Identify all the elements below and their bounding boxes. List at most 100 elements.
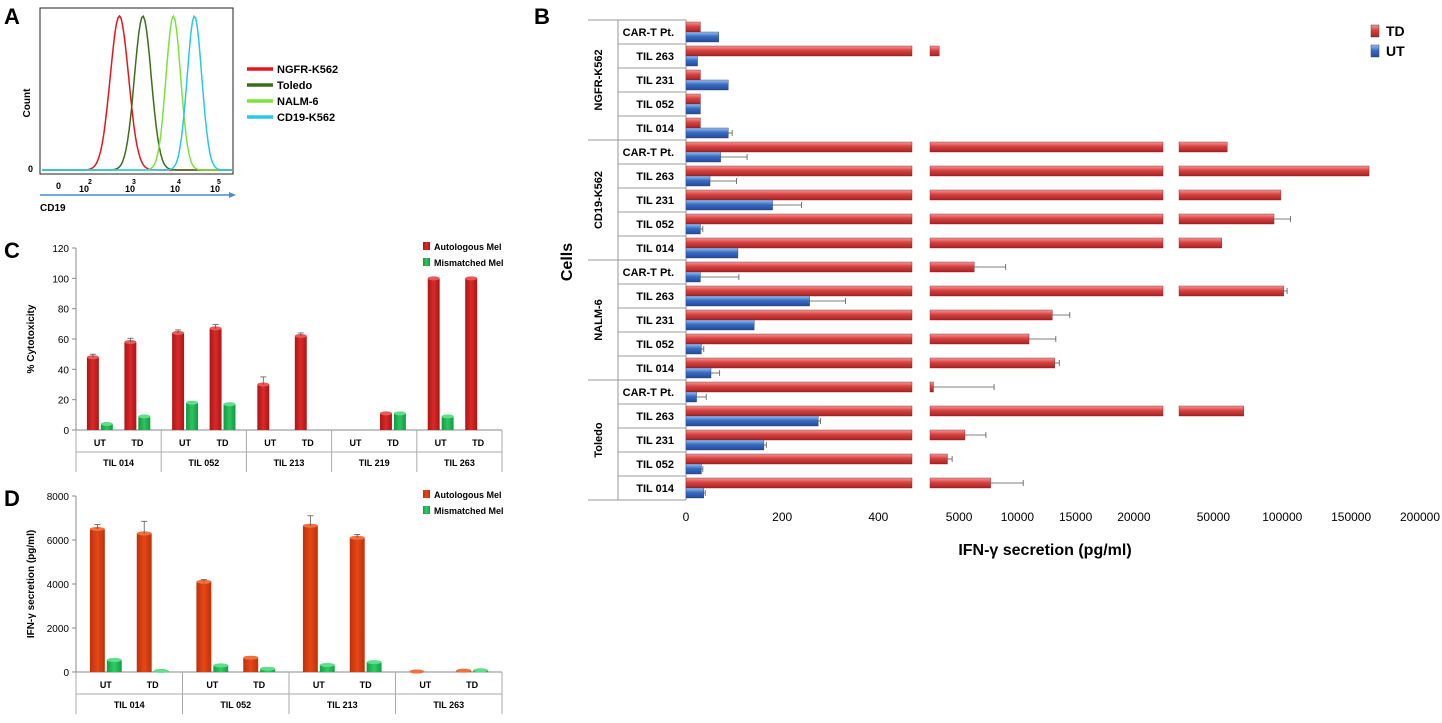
bar-top-mismatched [138, 414, 150, 418]
row-label: TIL 014 [636, 363, 675, 375]
bar-category-label: UT [179, 438, 191, 448]
bar-autologous [196, 582, 211, 672]
row-label: TIL 052 [636, 219, 674, 231]
row-label: TIL 263 [636, 51, 674, 63]
panel-a-tick-0: 0 [56, 181, 61, 191]
bar-category-label: UT [206, 680, 218, 690]
y-tick-label: 100 [52, 274, 69, 285]
bar-top-autologous [428, 276, 440, 280]
bar-top-mismatched [186, 401, 198, 405]
panel-label-c: C [4, 238, 20, 263]
td-bar [686, 70, 700, 80]
ut-bar [686, 224, 700, 234]
bar-top-autologous [380, 411, 392, 415]
ut-bar [686, 176, 710, 186]
panel-a-legend: NGFR-K562 Toledo NALM-6 CD19-K562 [247, 64, 338, 124]
legend-label-cd19-k562: CD19-K562 [277, 112, 335, 124]
row-label: TIL 014 [636, 483, 675, 495]
bar-mismatched [138, 416, 150, 430]
legend-swatch-autologous [423, 242, 430, 250]
panel-a-xlabel: CD19 [40, 203, 66, 214]
bar-category-label: UT [435, 438, 447, 448]
row-label: TIL 052 [636, 459, 674, 471]
bar-category-label: TD [147, 680, 159, 690]
bar-top-mismatched [394, 411, 406, 415]
bar-mismatched [394, 413, 406, 430]
panel-a-y-zero: 0 [28, 164, 33, 174]
bar-top-mismatched [154, 669, 169, 673]
td-bar [930, 430, 965, 440]
panel-a-arrow-head [229, 192, 236, 198]
ut-bar [686, 104, 700, 114]
td-bar [930, 262, 974, 272]
bar-autologous [303, 526, 318, 672]
bar-category-label: UT [100, 680, 112, 690]
td-bar [1179, 142, 1227, 152]
row-label: TIL 231 [636, 315, 674, 327]
td-bar [930, 190, 1163, 200]
row-label: TIL 263 [636, 411, 674, 423]
td-bar [1179, 166, 1369, 176]
td-bar [1179, 286, 1284, 296]
row-label: TIL 263 [636, 171, 674, 183]
bar-top-mismatched [367, 660, 382, 664]
td-bar [686, 430, 912, 440]
bar-top-mismatched [320, 663, 335, 667]
y-tick-label: 0 [63, 426, 69, 437]
legend-label-toledo: Toledo [277, 80, 313, 92]
ut-bar [686, 464, 701, 474]
bar-autologous [90, 529, 105, 672]
row-label: TIL 014 [636, 243, 675, 255]
td-bar [686, 46, 912, 56]
panel-label-b: B [534, 4, 550, 29]
td-bar [930, 46, 939, 56]
td-bar [686, 382, 912, 392]
legend-label-ngfr-k562: NGFR-K562 [277, 64, 338, 76]
bar-autologous [124, 342, 136, 430]
bar-category-label: TD [472, 438, 484, 448]
bar-autologous [137, 533, 152, 672]
ut-bar [686, 416, 818, 426]
bar-autologous [350, 538, 365, 672]
td-bar [930, 142, 1163, 152]
bar-category-label: UT [313, 680, 325, 690]
td-bar [1179, 214, 1274, 224]
td-bar [930, 166, 1163, 176]
ut-bar [686, 368, 711, 378]
bar-top-mismatched [224, 402, 236, 406]
bar-autologous [87, 357, 99, 430]
bar-top-autologous [243, 656, 258, 660]
td-bar [686, 358, 912, 368]
panel-b-x-tick: 400 [868, 510, 888, 524]
td-bar [930, 382, 933, 392]
ut-bar [686, 200, 773, 210]
bar-category-label: UT [419, 680, 431, 690]
legend-label-autologous: Autologous Mel [434, 242, 502, 252]
group-label: TIL 052 [220, 700, 251, 710]
bar-category-label: TD [217, 438, 229, 448]
group-label-cd19-k562: CD19-K562 [593, 171, 605, 229]
y-tick-label: 80 [58, 305, 70, 316]
legend-swatch-autologous [423, 490, 430, 498]
bar-top-autologous [456, 669, 471, 673]
y-axis-label: % Cytotoxicity [26, 304, 37, 373]
bar-category-label: TD [360, 680, 372, 690]
bar-autologous [172, 333, 184, 430]
td-bar [930, 454, 947, 464]
panel-a-tick-4: 3 [132, 179, 136, 186]
bar-autologous [380, 413, 392, 430]
td-bar [686, 166, 912, 176]
bar-category-label: TD [131, 438, 143, 448]
panel-b-x-tick: 5000 [946, 510, 973, 524]
ut-bar [686, 488, 704, 498]
y-tick-label: 4000 [47, 580, 70, 591]
ut-bar [686, 32, 719, 42]
panel-b-x-tick: 200000 [1400, 510, 1440, 524]
panel-a-tick-8: 5 [217, 179, 221, 186]
legend-label-nalm-6: NALM-6 [277, 96, 319, 108]
